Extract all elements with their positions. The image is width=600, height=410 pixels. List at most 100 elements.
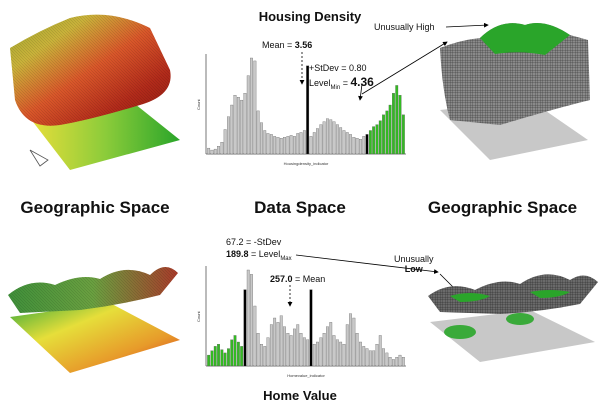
histogram-bar — [246, 269, 250, 367]
geographic-space-left-label: Geographic Space — [20, 198, 170, 217]
histogram-bar — [260, 122, 263, 155]
home-value-title: Home Value — [263, 388, 337, 403]
histogram-bar — [269, 134, 273, 155]
histogram-bar — [250, 274, 253, 367]
histogram-bar — [227, 116, 230, 155]
histogram-bar — [269, 324, 273, 367]
histogram-bar — [345, 324, 349, 367]
histogram-bar — [296, 133, 300, 155]
histogram-bar — [273, 136, 277, 155]
histogram-bar — [240, 99, 244, 155]
histogram-bar — [332, 335, 336, 367]
unusually-high-label: Unusually High — [374, 22, 435, 32]
histogram-bar — [253, 60, 257, 155]
histogram-bar — [230, 339, 234, 367]
histogram-bar — [266, 337, 270, 367]
histogram-bar — [319, 124, 323, 155]
histogram-bar — [378, 120, 382, 155]
unusually-low-label: Unusually Low — [394, 254, 434, 274]
histogram-bar — [359, 139, 362, 155]
histogram-bar — [289, 335, 293, 367]
mean-bottom-annotation: 257.0 = Mean — [270, 274, 326, 284]
histogram-bar — [293, 328, 296, 367]
x-axis-label: Homevalue_indicator — [287, 373, 325, 378]
histogram-bar — [352, 317, 356, 367]
home-value-histogram: Homevalue_indicator Count — [196, 266, 406, 378]
histogram-bar — [302, 130, 306, 155]
histogram-bar — [243, 289, 247, 367]
histogram-bar — [296, 324, 300, 367]
histogram-bar — [227, 348, 230, 367]
level-max-annotation: 189.8 = LevelMax — [226, 249, 292, 262]
histogram-bar — [286, 333, 290, 367]
histogram-bar — [210, 350, 214, 367]
arrow-level-min — [361, 41, 448, 95]
histogram-bar — [289, 135, 293, 155]
histogram-bar — [395, 85, 399, 155]
stdev-annotation: +StDev = 0.80 — [309, 63, 367, 73]
histogram-bar — [286, 136, 290, 155]
histogram-bar — [345, 132, 349, 155]
histogram-bar — [220, 349, 224, 367]
histogram-bar — [375, 124, 379, 155]
histogram-bar — [329, 322, 333, 367]
histogram-bar — [210, 149, 214, 155]
histogram-bar — [322, 121, 326, 155]
histogram-bar — [223, 352, 227, 367]
histogram-bar — [329, 119, 333, 155]
histogram-bar — [207, 147, 211, 155]
histogram-bar — [236, 341, 240, 367]
histogram-bar — [213, 346, 217, 367]
home-value-mesh-surface — [428, 274, 598, 314]
histogram-bar — [256, 110, 260, 155]
histogram-bar — [223, 129, 227, 155]
histogram-bar — [246, 75, 250, 155]
histogram-bar — [375, 344, 379, 367]
histogram-bar — [401, 357, 405, 367]
histogram-bar — [260, 344, 263, 367]
histogram-bar — [276, 322, 280, 367]
housing-density-3d-map — [10, 14, 180, 170]
histogram-bar — [385, 352, 389, 367]
histogram-bar — [207, 354, 211, 367]
histogram-bar — [365, 134, 369, 155]
histogram-bar — [368, 130, 372, 155]
y-axis-label: Count — [196, 310, 201, 322]
histogram-bar — [273, 317, 277, 367]
histogram-bar — [316, 341, 319, 367]
histogram-bar — [372, 126, 376, 155]
histogram-bar — [240, 346, 244, 367]
north-arrow-icon — [29, 149, 49, 167]
unusually-low-3d-map — [428, 274, 598, 362]
histogram-bar — [319, 337, 323, 367]
histogram-bar — [233, 335, 237, 367]
histogram-bar — [283, 326, 286, 367]
histogram-bar — [365, 348, 369, 367]
home-value-3d-map — [8, 266, 180, 373]
histogram-bar — [322, 333, 326, 367]
histogram-bar — [233, 95, 237, 155]
unusually-high-3d-map — [440, 22, 590, 160]
histogram-bar — [335, 339, 339, 367]
histogram-bar — [395, 357, 399, 367]
histogram-bar — [316, 128, 319, 155]
histogram-bar — [276, 137, 280, 155]
arrow-unusually-high — [445, 22, 489, 28]
histogram-bar — [299, 333, 303, 367]
histogram-bar — [279, 138, 283, 155]
geographic-space-right-label: Geographic Space — [427, 198, 578, 217]
low-zone-2 — [506, 313, 534, 325]
histogram-bar — [398, 354, 402, 367]
histogram-bar — [392, 93, 395, 155]
histogram-bar — [306, 339, 310, 367]
histogram-bar — [309, 136, 313, 155]
histogram-bar — [382, 348, 385, 367]
histogram-bar — [352, 137, 356, 155]
histogram-bar — [378, 335, 382, 367]
histogram-bar — [309, 289, 313, 367]
histogram-bar — [266, 133, 270, 155]
histogram-bar — [332, 121, 336, 155]
histogram-bar — [368, 350, 372, 367]
neg-stdev-annotation: 67.2 = -StDev — [226, 237, 282, 247]
histogram-bar — [306, 65, 310, 155]
